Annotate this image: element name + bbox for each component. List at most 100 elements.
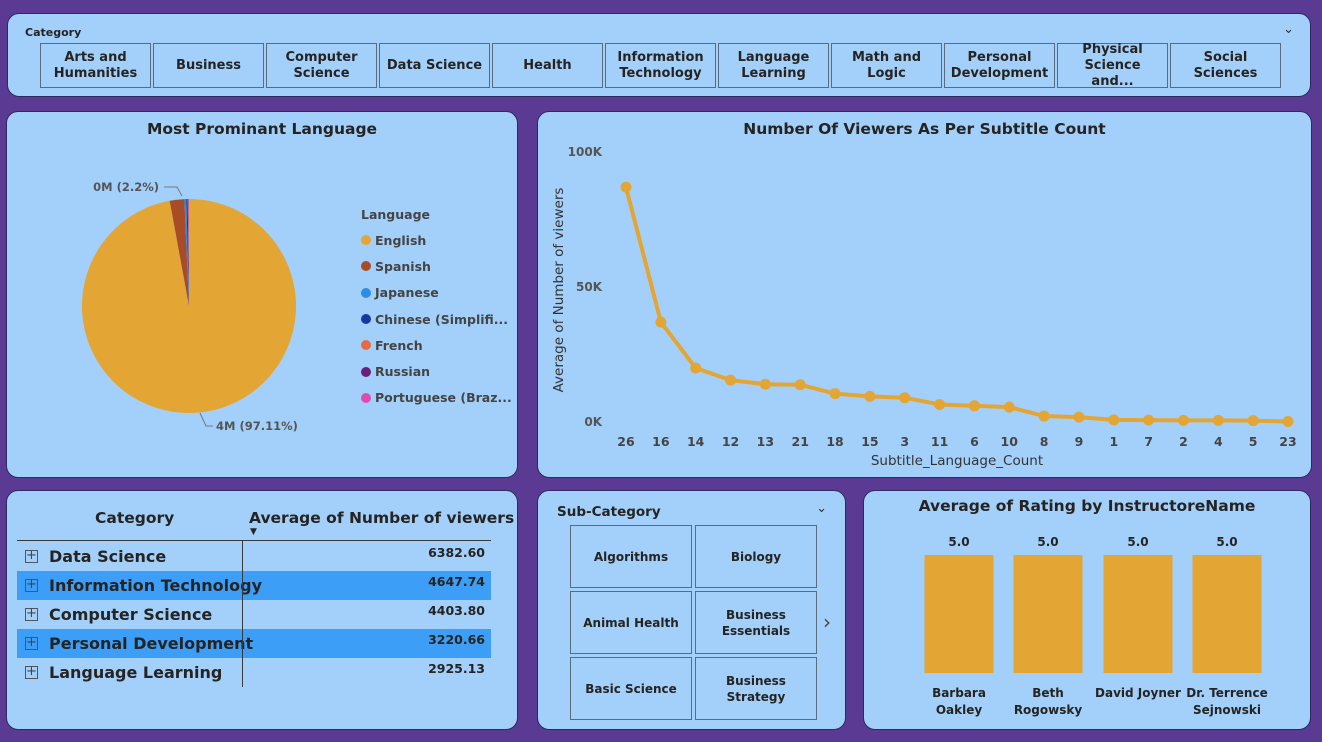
chevron-down-icon[interactable]: ⌄ [1283, 22, 1294, 37]
legend-swatch [361, 392, 371, 403]
legend-swatch [361, 261, 371, 272]
subcategory-tile-basic-science[interactable]: Basic Science [570, 657, 692, 720]
legend-label: Japanese [375, 285, 439, 301]
category-slicer-title: Category [25, 26, 82, 39]
category-tile-personal-development[interactable]: Personal Development [944, 43, 1055, 88]
line-point[interactable] [794, 379, 806, 391]
bar[interactable] [1013, 555, 1083, 673]
subcategory-tile-biology[interactable]: Biology [695, 525, 817, 588]
subcategory-tile-business-strategy[interactable]: Business Strategy [695, 657, 817, 720]
legend-item-chinese-simplifi[interactable]: Chinese (Simplifi... [361, 306, 512, 332]
expand-icon[interactable]: + [25, 635, 38, 650]
legend-item-japanese[interactable]: Japanese [361, 280, 512, 306]
legend-swatch [361, 366, 371, 377]
y-axis-label: Average of Number of viewers [551, 188, 567, 393]
x-tick-label: Dr. Terrence Sejnowski [1186, 686, 1267, 717]
expand-icon[interactable]: + [25, 577, 38, 592]
line-point[interactable] [1143, 414, 1155, 426]
legend-item-french[interactable]: French [361, 332, 512, 358]
pie-chart: 0M (2.2%) 4M (97.11%) [82, 180, 298, 433]
line-point[interactable] [864, 390, 876, 402]
subcategory-tile-business-essentials[interactable]: Business Essentials [695, 591, 817, 654]
x-tick-label: 23 [1279, 434, 1296, 449]
line-point[interactable] [1073, 411, 1085, 423]
line-point[interactable] [1212, 414, 1224, 426]
category-tile-data-science[interactable]: Data Science [379, 43, 490, 88]
line-point[interactable] [1108, 414, 1120, 426]
line-point[interactable] [759, 378, 771, 390]
x-tick-label: 14 [687, 434, 705, 449]
y-tick-label: 100K [568, 145, 603, 159]
expand-icon[interactable]: + [25, 664, 38, 679]
bar[interactable] [1192, 555, 1262, 673]
category-tile-arts-and-humanities[interactable]: Arts and Humanities [40, 43, 151, 88]
line-chart: 0K 50K 100K 26 16 14 12 13 21 18 15 3 11 6 10 8 9 1 7 2 4 5 23… [551, 145, 1297, 469]
line-point[interactable] [1282, 415, 1294, 427]
line-point[interactable] [655, 316, 667, 328]
pie-slice-french[interactable] [187, 199, 189, 306]
expand-icon[interactable]: + [25, 548, 38, 563]
pie-slice-spanish[interactable] [169, 199, 189, 306]
chevron-right-icon[interactable]: › [823, 610, 831, 634]
pie-slice-chinese-simplified[interactable] [186, 199, 189, 306]
category-tile-information-technology[interactable]: Information Technology [605, 43, 716, 88]
line-point[interactable] [1003, 401, 1015, 413]
table-header-category[interactable]: Category [95, 509, 175, 527]
pie-slice-english[interactable] [82, 199, 297, 413]
legend-label: English [375, 232, 427, 248]
pie-slice-japanese[interactable] [184, 199, 189, 306]
legend-item-portuguese-braz[interactable]: Portuguese (Braz... [361, 385, 512, 411]
legend-item-english[interactable]: English [361, 227, 512, 253]
bar[interactable] [1103, 555, 1173, 673]
sort-descending-icon[interactable]: ▼ [250, 527, 257, 537]
line-series [624, 186, 1289, 424]
category-tiles: Arts and Humanities Business Computer Scie… [40, 42, 1281, 89]
table-row[interactable]: + Language Learning 2925.13 [17, 658, 491, 687]
category-tile-business[interactable]: Business [153, 43, 264, 88]
line-point[interactable] [690, 362, 702, 374]
pie-data-label: 4M (97.11%) [216, 419, 298, 433]
x-tick-label: 5 [1249, 434, 1258, 449]
chevron-down-icon[interactable]: ⌄ [816, 501, 827, 516]
bar-data-label: 5.0 [948, 535, 969, 549]
line-point[interactable] [1247, 415, 1259, 427]
pie-leader-line [164, 186, 183, 197]
table-row[interactable]: + Data Science 6382.60 [17, 542, 491, 571]
category-tile-physical-science-and[interactable]: Physical Science and... [1057, 42, 1168, 89]
line-point[interactable] [934, 398, 946, 410]
table-row[interactable]: + Computer Science 4403.80 [17, 600, 491, 629]
category-tile-math-and-logic[interactable]: Math and Logic [831, 43, 942, 88]
category-tile-language-learning[interactable]: Language Learning [718, 43, 829, 88]
line-point[interactable] [620, 181, 632, 193]
table-row[interactable]: + Information Technology 4647.74 [17, 571, 491, 600]
x-tick-label: 10 [1001, 434, 1019, 449]
legend-label: Russian [375, 364, 431, 380]
pie-leader-line [199, 412, 213, 427]
category-tile-health[interactable]: Health [492, 43, 603, 88]
legend-item-spanish[interactable]: Spanish [361, 253, 512, 279]
line-point[interactable] [899, 392, 911, 404]
line-point[interactable] [1177, 414, 1189, 426]
pie-slice-russian[interactable] [188, 199, 189, 306]
bar-data-label: 5.0 [1127, 535, 1148, 549]
table-row[interactable]: + Personal Development 3220.66 [17, 629, 491, 658]
line-point[interactable] [1038, 410, 1050, 422]
line-point[interactable] [725, 374, 737, 386]
category-tile-social-sciences[interactable]: Social Sciences [1170, 43, 1281, 88]
rating-bar-visual: Average of Rating by InstructoreName 5.0… [863, 490, 1311, 730]
category-tile-computer-science[interactable]: Computer Science [266, 43, 377, 88]
subcategory-slicer: Sub-Category ⌄ Algorithms Biology Animal H… [537, 490, 846, 730]
line-point[interactable] [829, 388, 841, 400]
subcategory-tile-animal-health[interactable]: Animal Health [570, 591, 692, 654]
x-tick-label: 9 [1075, 434, 1084, 449]
legend-swatch [361, 235, 371, 246]
legend-label: Spanish [375, 258, 431, 274]
category-table-visual: Category Average of Number of viewers ▼ … [6, 490, 518, 730]
expand-icon[interactable]: + [25, 606, 38, 621]
bar[interactable] [924, 555, 994, 673]
subcategory-slicer-title: Sub-Category [557, 504, 661, 520]
table-header-average-viewers[interactable]: Average of Number of viewers [249, 509, 515, 527]
legend-item-russian[interactable]: Russian [361, 358, 512, 384]
subcategory-tile-algorithms[interactable]: Algorithms [570, 525, 692, 588]
line-point[interactable] [968, 400, 980, 412]
